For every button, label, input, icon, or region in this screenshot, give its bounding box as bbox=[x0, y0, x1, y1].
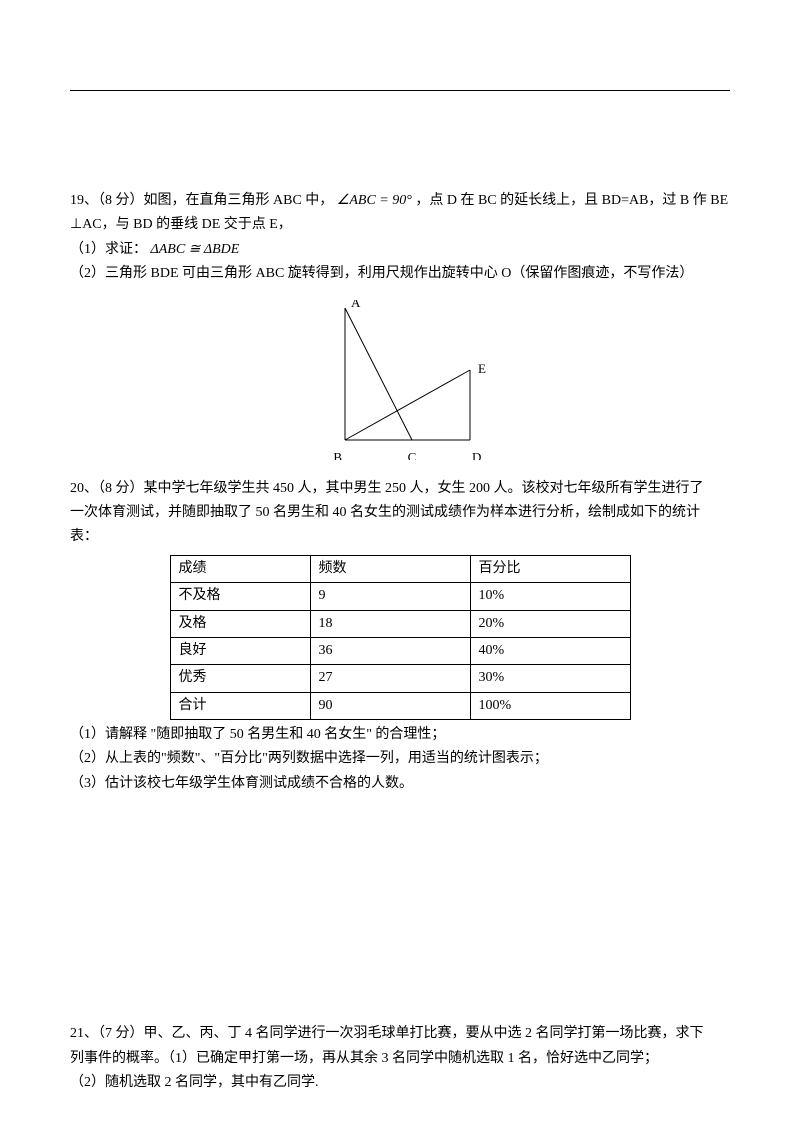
q20-part1: （1）请解释 "随即抽取了 50 名男生和 40 名女生" 的合理性； bbox=[70, 724, 730, 746]
table-row: 成绩频数百分比 bbox=[170, 555, 630, 582]
table-cell: 9 bbox=[310, 583, 470, 610]
table-cell: 良好 bbox=[170, 637, 310, 664]
table-row: 不及格910% bbox=[170, 583, 630, 610]
q20-line3: 表： bbox=[70, 526, 730, 548]
q19-line1a: 19、（8 分）如图，在直角三角形 ABC 中， bbox=[70, 193, 333, 208]
page-content: 19、（8 分）如图，在直角三角形 ABC 中， ∠ABC = 90° ，点 D… bbox=[70, 190, 730, 1094]
q19-formula-angle: ∠ABC = 90° bbox=[337, 193, 412, 208]
q20-table-wrap: 成绩频数百分比不及格910%及格1820%良好3640%优秀2730%合计901… bbox=[70, 555, 730, 720]
q19-text-line1: 19、（8 分）如图，在直角三角形 ABC 中， ∠ABC = 90° ，点 D… bbox=[70, 190, 730, 212]
table-row: 及格1820% bbox=[170, 610, 630, 637]
table-row: 优秀2730% bbox=[170, 665, 630, 692]
q19-diagram-wrap: A B C D E bbox=[70, 300, 730, 460]
q20-part3: （3）估计该校七年级学生体育测试成绩不合格的人数。 bbox=[70, 773, 730, 795]
q19-part1b: ΔABC ≅ ΔBDE bbox=[151, 242, 240, 257]
table-cell: 36 bbox=[310, 637, 470, 664]
q19-text-line2: ⊥AC，与 BD 的垂线 DE 交于点 E， bbox=[70, 214, 730, 236]
table-cell: 20% bbox=[470, 610, 630, 637]
table-cell: 40% bbox=[470, 637, 630, 664]
table-cell: 成绩 bbox=[170, 555, 310, 582]
q19-part1a: （1）求证： bbox=[70, 242, 147, 257]
question-20: 20、（8 分）某中学七年级学生共 450 人，其中男生 250 人，女生 20… bbox=[70, 478, 730, 796]
svg-text:E: E bbox=[478, 361, 486, 376]
spacer bbox=[70, 813, 730, 1023]
q20-line2: 一次体育测试，并随即抽取了 50 名男生和 40 名女生的测试成绩作为样本进行分… bbox=[70, 502, 730, 524]
table-row: 合计90100% bbox=[170, 692, 630, 719]
table-cell: 100% bbox=[470, 692, 630, 719]
q19-part2: （2）三角形 BDE 可由三角形 ABC 旋转得到，利用尺规作出旋转中心 O（保… bbox=[70, 263, 730, 285]
q21-line2: 列事件的概率。（1）已确定甲打第一场，再从其余 3 名同学中随机选取 1 名，恰… bbox=[70, 1048, 730, 1070]
svg-text:A: A bbox=[351, 300, 361, 310]
table-cell: 合计 bbox=[170, 692, 310, 719]
table-cell: 优秀 bbox=[170, 665, 310, 692]
table-cell: 30% bbox=[470, 665, 630, 692]
q20-part2: （2）从上表的"频数"、"百分比"两列数据中选择一列，用适当的统计图表示； bbox=[70, 748, 730, 770]
table-cell: 不及格 bbox=[170, 583, 310, 610]
table-cell: 18 bbox=[310, 610, 470, 637]
table-cell: 90 bbox=[310, 692, 470, 719]
svg-text:C: C bbox=[408, 449, 417, 459]
q21-line1: 21、（7 分）甲、乙、丙、丁 4 名同学进行一次羽毛球单打比赛，要从中选 2 … bbox=[70, 1023, 730, 1045]
table-cell: 及格 bbox=[170, 610, 310, 637]
table-cell: 10% bbox=[470, 583, 630, 610]
q19-triangle-diagram: A B C D E bbox=[300, 300, 500, 460]
q20-line1: 20、（8 分）某中学七年级学生共 450 人，其中男生 250 人，女生 20… bbox=[70, 478, 730, 500]
q19-line1b: ，点 D 在 BC 的延长线上，且 BD=AB，过 B 作 BE bbox=[415, 193, 728, 208]
question-19: 19、（8 分）如图，在直角三角形 ABC 中， ∠ABC = 90° ，点 D… bbox=[70, 190, 730, 460]
table-cell: 27 bbox=[310, 665, 470, 692]
q20-stats-table: 成绩频数百分比不及格910%及格1820%良好3640%优秀2730%合计901… bbox=[170, 555, 631, 720]
table-row: 良好3640% bbox=[170, 637, 630, 664]
page-top-rule bbox=[70, 90, 730, 91]
q19-part1: （1）求证： ΔABC ≅ ΔBDE bbox=[70, 239, 730, 261]
svg-text:B: B bbox=[333, 449, 342, 459]
q21-line3: （2）随机选取 2 名同学，其中有乙同学. bbox=[70, 1072, 730, 1094]
svg-text:D: D bbox=[472, 449, 481, 459]
question-21: 21、（7 分）甲、乙、丙、丁 4 名同学进行一次羽毛球单打比赛，要从中选 2 … bbox=[70, 1023, 730, 1094]
table-cell: 频数 bbox=[310, 555, 470, 582]
table-cell: 百分比 bbox=[470, 555, 630, 582]
